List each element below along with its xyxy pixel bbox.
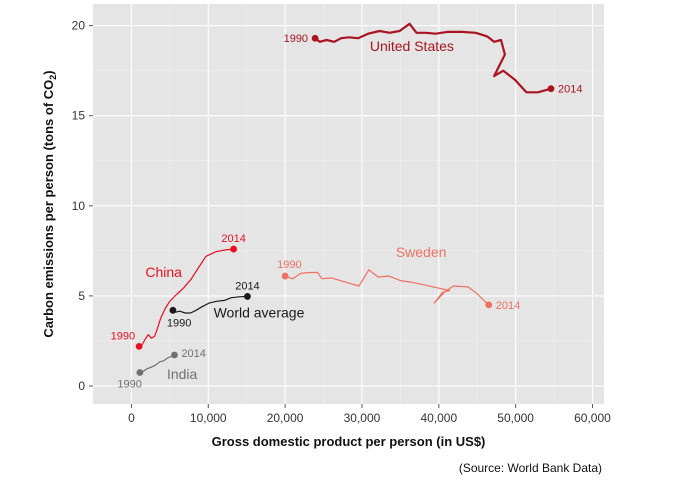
source-note: (Source: World Bank Data)	[458, 461, 602, 475]
china-line	[138, 248, 234, 347]
y-axis-title: Carbon emissions per person (tons of CO2…	[41, 70, 58, 337]
x-tick-label: 0	[128, 411, 135, 425]
series-labels: 1990 2014 United States 1990 2014 Sweden 1990 2…	[111, 33, 583, 390]
sweden-end-point	[485, 301, 493, 309]
y-tick-label: 20	[72, 19, 86, 33]
x-tick-label: 10,000	[190, 411, 227, 425]
united-states-start-year-label: 1990	[284, 33, 308, 45]
sweden-start-point	[281, 272, 289, 280]
world-average-end-year-label: 2014	[235, 280, 259, 292]
united-states-start-point	[311, 34, 319, 42]
world-average-end-point	[244, 293, 251, 300]
sweden-start-year-label: 1990	[277, 259, 301, 271]
india-end-year-label: 2014	[181, 348, 205, 360]
world-average-start-point	[169, 306, 177, 314]
y-tick-label: 5	[78, 289, 85, 303]
y-tick-label: 0	[78, 379, 85, 393]
x-tick-label: 20,000	[267, 411, 304, 425]
y-tick-label: 15	[72, 109, 86, 123]
united-states-end-year-label: 2014	[558, 84, 582, 96]
china-series-label: China	[145, 264, 182, 280]
india-line	[139, 354, 175, 374]
sweden-line	[284, 269, 490, 306]
sweden-end-year-label: 2014	[496, 300, 520, 312]
world-average-line	[172, 295, 248, 314]
world-average-start-year-label: 1990	[167, 317, 191, 329]
india-end-point	[171, 351, 178, 359]
china-end-year-label: 2014	[221, 233, 245, 245]
x-tick-label: 30,000	[344, 411, 381, 425]
y-axis-title-subscript: 2	[48, 75, 58, 80]
y-tick-label: 10	[72, 199, 86, 213]
india-start-year-label: 1990	[117, 378, 141, 390]
axis-ticks: 0 10,000 20,000 30,000 40,000 50,000 60,000 0 5 1…	[72, 19, 612, 425]
china-start-year-label: 1990	[111, 330, 135, 342]
x-tick-label: 50,000	[497, 411, 534, 425]
grid	[93, 4, 604, 404]
x-axis-title: Gross domestic product per person (in US…	[212, 434, 486, 449]
x-tick-label: 60,000	[574, 411, 611, 425]
united-states-end-point	[547, 85, 555, 93]
united-states-series-label: United States	[370, 38, 454, 54]
world-average-series-label: World average	[214, 305, 305, 321]
sweden-series-label: Sweden	[396, 244, 447, 260]
china-end-point	[230, 245, 238, 253]
series-lines	[135, 22, 555, 376]
y-axis-title-suffix: )	[41, 70, 56, 74]
y-axis-title-main: Carbon emissions per person (tons of CO	[41, 80, 56, 338]
india-start-point	[136, 369, 144, 376]
china-start-point	[135, 342, 143, 350]
india-series-label: India	[167, 366, 198, 382]
united-states-line	[314, 22, 552, 94]
x-tick-label: 40,000	[420, 411, 457, 425]
